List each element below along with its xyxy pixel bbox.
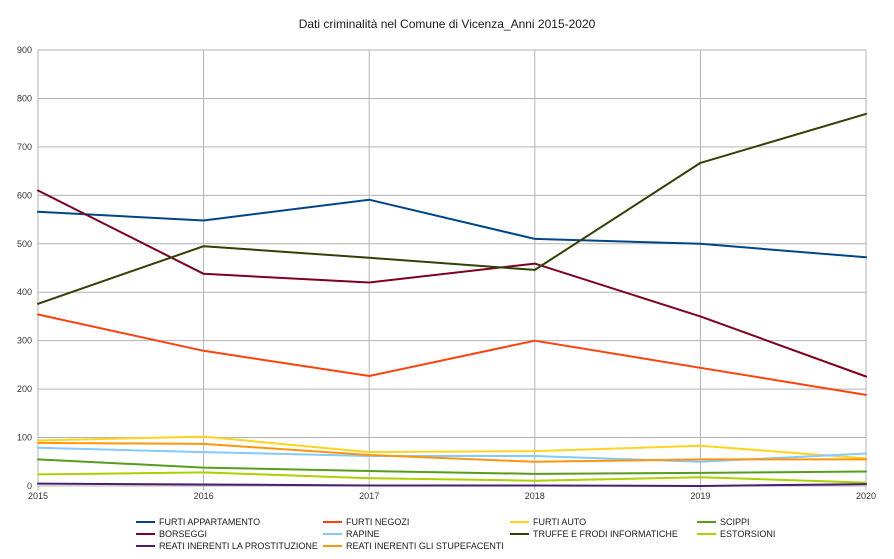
- series-line-4: [37, 189, 867, 378]
- grid: [37, 49, 867, 487]
- legend-label: FURTI NEGOZI: [346, 517, 409, 527]
- x-tick-label: 2019: [690, 491, 710, 501]
- y-tick-label: 200: [17, 384, 32, 394]
- series-line-2: [37, 435, 867, 460]
- series-line-1: [37, 313, 867, 396]
- x-tick-label: 2015: [28, 491, 48, 501]
- y-tick-label: 400: [17, 287, 32, 297]
- y-tick-label: 100: [17, 433, 32, 443]
- legend-label: FURTI AUTO: [533, 517, 586, 527]
- x-tick-label: 2017: [359, 491, 379, 501]
- legend: FURTI APPARTAMENTO FURTI NEGOZI FURTI AUTO…: [136, 517, 775, 551]
- legend-label: FURTI APPARTAMENTO: [159, 517, 260, 527]
- legend-label: REATI INERENTI LA PROSTITUZIONE: [159, 541, 318, 551]
- x-tick-label: 2016: [194, 491, 214, 501]
- y-tick-label: 500: [17, 239, 32, 249]
- axes: 0 100 200 300 400 500 600 700 800 900 2015 2016 2017…: [17, 45, 876, 501]
- legend-label: ESTORSIONI: [720, 529, 775, 539]
- series-lines: [37, 112, 867, 487]
- series-line-5: [37, 446, 867, 463]
- series-line-8: [37, 482, 867, 487]
- x-tick-label: 2018: [525, 491, 545, 501]
- legend-label: RAPINE: [346, 529, 380, 539]
- y-tick-label: 600: [17, 190, 32, 200]
- y-tick-label: 900: [17, 45, 32, 55]
- chart-title: Dati criminalità nel Comune di Vicenza_A…: [299, 17, 596, 31]
- x-tick-label: 2020: [856, 491, 876, 501]
- series-line-9: [37, 441, 867, 463]
- y-tick-label: 300: [17, 336, 32, 346]
- legend-label: BORSEGGI: [159, 529, 207, 539]
- series-line-0: [37, 198, 867, 259]
- y-tick-label: 800: [17, 93, 32, 103]
- y-tick-label: 700: [17, 142, 32, 152]
- y-tick-label: 0: [27, 481, 32, 491]
- series-line-7: [37, 471, 867, 484]
- legend-label: SCIPPI: [720, 517, 750, 527]
- legend-label: TRUFFE E FRODI INFORMATICHE: [533, 529, 678, 539]
- legend-label: REATI INERENTI GLI STUPEFACENTI: [346, 541, 504, 551]
- series-line-6: [37, 112, 867, 305]
- series-line-3: [37, 458, 867, 475]
